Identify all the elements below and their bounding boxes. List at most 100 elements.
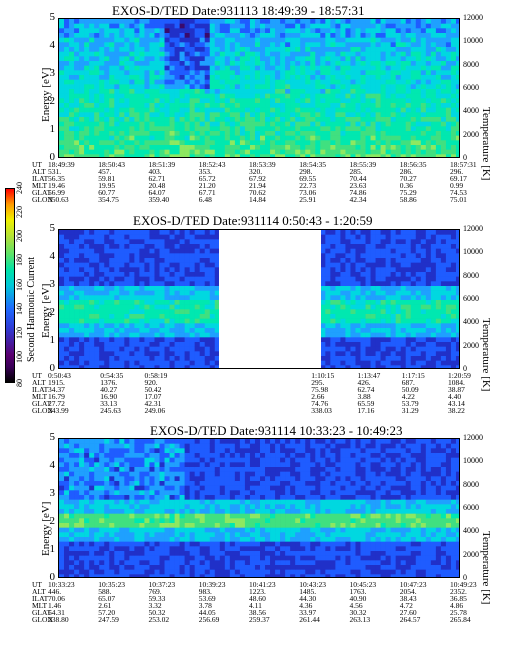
heatmap-cell	[420, 28, 427, 34]
heatmap-cell	[420, 318, 427, 324]
heatmap-cell	[104, 286, 110, 291]
heatmap-cell	[224, 75, 231, 80]
heatmap-cell	[350, 323, 356, 329]
heatmap-cell	[305, 149, 311, 155]
heatmap-cell	[59, 351, 65, 357]
heatmap-cell	[355, 140, 361, 146]
heatmap-cell	[159, 295, 165, 301]
heatmap-cell	[365, 135, 371, 141]
heatmap-cell	[89, 365, 95, 368]
heatmap-cell	[164, 239, 170, 245]
heatmap-cell	[385, 28, 391, 34]
heatmap-cell	[315, 51, 321, 57]
ephemeris-value: 295.	[311, 378, 325, 387]
heatmap-cell	[129, 286, 135, 291]
heatmap-cell	[305, 23, 311, 29]
heatmap-cell	[335, 98, 341, 104]
heatmap-cell	[124, 61, 130, 66]
heatmap-cell	[129, 281, 135, 287]
heatmap-cell	[355, 42, 361, 48]
heatmap-cell	[204, 107, 211, 113]
heatmap-cell	[325, 117, 331, 122]
heatmap-cell	[134, 253, 140, 259]
heatmap-cell	[234, 42, 241, 48]
heatmap-cell	[435, 126, 442, 132]
heatmap-cell	[400, 33, 407, 38]
heatmap-cell	[244, 42, 251, 48]
heatmap-cell	[189, 337, 195, 343]
heatmap-cell	[214, 234, 221, 240]
heatmap-cell	[420, 272, 427, 277]
heatmap-cell	[224, 89, 231, 94]
heatmap-cell	[124, 135, 130, 141]
heatmap-cell	[149, 154, 155, 157]
heatmap-cell	[119, 365, 125, 368]
heatmap-cell	[445, 351, 452, 357]
heatmap-cell	[365, 230, 371, 235]
heatmap-cell	[300, 126, 306, 132]
heatmap-cell	[350, 149, 356, 155]
heatmap-cell	[410, 98, 417, 104]
heatmap-cell	[350, 154, 356, 157]
heatmap-cell	[320, 332, 326, 338]
heatmap-cell	[199, 140, 206, 146]
heatmap-cell	[415, 248, 422, 254]
ephemeris-value: 42.34	[349, 195, 367, 204]
heatmap-cell	[89, 318, 95, 324]
heatmap-cell	[335, 28, 341, 34]
heatmap-cell	[440, 304, 447, 310]
heatmap-cell	[64, 98, 70, 104]
heatmap-cell	[330, 356, 336, 361]
heatmap-cell	[179, 56, 185, 62]
heatmap-cell	[154, 145, 160, 150]
heatmap-cell	[405, 145, 412, 150]
heatmap-cell	[184, 93, 190, 99]
heatmap-cell	[214, 103, 221, 108]
heatmap-cell	[290, 126, 296, 132]
heatmap-cell	[59, 443, 65, 449]
heatmap-cell	[415, 75, 422, 80]
heatmap-cell	[134, 37, 140, 43]
heatmap-cell	[405, 346, 412, 352]
heatmap-cell	[370, 351, 376, 357]
heatmap-cell	[239, 42, 246, 48]
heatmap-cell	[265, 89, 271, 94]
heatmap-cell	[420, 65, 427, 71]
heatmap-cell	[440, 360, 447, 366]
heatmap-cell	[169, 286, 175, 291]
heatmap-cell	[194, 28, 201, 34]
heatmap-cell	[400, 253, 407, 259]
heatmap-cell	[214, 140, 221, 146]
heatmap-cell	[134, 107, 140, 113]
heatmap-cell	[420, 360, 427, 366]
heatmap-cell	[109, 37, 115, 43]
heatmap-cell	[244, 149, 251, 155]
heatmap-cell	[325, 258, 331, 263]
heatmap-cell	[109, 75, 115, 80]
heatmap-cell	[114, 286, 120, 291]
heatmap-cell	[94, 276, 100, 282]
heatmap-cell	[450, 42, 457, 48]
heatmap-cell	[104, 356, 110, 361]
panel-1-title: EXOS-D/TED Date:931113 18:49:39 - 18:57:…	[112, 3, 365, 18]
panel-2-plot	[58, 229, 460, 369]
heatmap-cell	[350, 126, 356, 132]
heatmap-cell	[385, 145, 391, 150]
heatmap-cell	[325, 239, 331, 245]
heatmap-cell	[340, 304, 346, 310]
heatmap-cell	[69, 121, 75, 127]
heatmap-cell	[179, 239, 185, 245]
heatmap-cell	[370, 323, 376, 329]
heatmap-cell	[189, 365, 195, 368]
heatmap-cell	[355, 300, 361, 305]
heatmap-cell	[435, 145, 442, 150]
heatmap-cell	[405, 107, 412, 113]
heatmap-cell	[74, 121, 80, 127]
heatmap-cell	[395, 230, 402, 235]
heatmap-cell	[320, 42, 326, 48]
heatmap-cell	[109, 65, 115, 71]
heatmap-cell	[159, 140, 165, 146]
heatmap-cell	[104, 154, 110, 157]
heatmap-cell	[254, 70, 261, 76]
heatmap-cell	[365, 328, 371, 333]
